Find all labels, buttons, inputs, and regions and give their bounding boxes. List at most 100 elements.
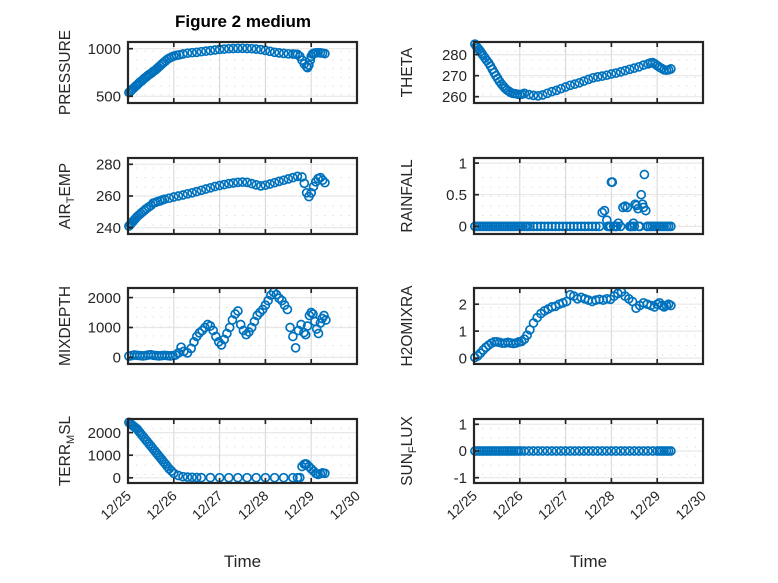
grid-dot <box>686 224 688 226</box>
grid-dot <box>136 224 138 226</box>
grid-dot <box>324 316 326 318</box>
grid-dot <box>168 307 170 308</box>
grid-dot <box>596 335 598 337</box>
grid-dot <box>555 437 557 439</box>
data-point <box>173 348 184 358</box>
grid-dot <box>662 354 664 356</box>
data-point <box>288 331 298 342</box>
data-point <box>168 192 179 202</box>
grid-dot <box>514 186 516 188</box>
data-point <box>320 177 330 188</box>
grid-dot <box>275 326 277 327</box>
data-point <box>308 181 319 192</box>
data-point <box>269 47 280 58</box>
grid-dot <box>653 205 655 207</box>
grid-dot <box>340 186 342 188</box>
grid-dot <box>160 85 162 87</box>
grid-dot <box>291 335 293 337</box>
grid-dot <box>482 428 484 430</box>
grid-dot <box>572 186 574 188</box>
grid-dot <box>258 68 260 70</box>
grid-dot <box>177 455 179 457</box>
grid-dot <box>572 473 574 475</box>
grid-dot <box>564 455 565 457</box>
grid-dot <box>653 354 655 356</box>
grid-dot <box>144 464 146 466</box>
grid-dot <box>307 307 309 308</box>
grid-dot <box>177 437 179 439</box>
grid-dot <box>629 215 631 216</box>
grid-dot <box>637 186 639 188</box>
grid-dot <box>694 335 696 337</box>
grid-dot <box>514 326 516 327</box>
grid-dot <box>258 167 260 169</box>
grid-dot <box>201 307 203 308</box>
grid-dot <box>670 335 672 337</box>
grid-dot <box>588 354 590 356</box>
grid-dot <box>637 437 639 439</box>
grid-dot <box>332 94 334 96</box>
grid-dot <box>250 464 252 466</box>
grid-dot <box>250 307 252 308</box>
grid-dot <box>250 85 252 87</box>
grid-dot <box>564 76 565 78</box>
grid-dot <box>177 167 179 169</box>
grid-dot <box>136 455 138 457</box>
grid-dot <box>144 167 146 169</box>
grid-dot <box>531 464 533 466</box>
grid-dot <box>168 167 170 169</box>
grid-dot <box>299 316 301 318</box>
data-point <box>569 79 580 89</box>
ytick-label: 1000 <box>88 320 121 337</box>
grid-dot <box>218 205 219 207</box>
grid-dot <box>678 316 680 318</box>
grid-dot <box>588 167 590 169</box>
grid-dot <box>340 455 342 457</box>
data-point <box>556 446 566 456</box>
data-point <box>579 76 589 86</box>
grid-dot <box>637 464 639 466</box>
grid-dot <box>662 428 664 430</box>
grid-dot <box>283 316 285 318</box>
grid-dot <box>678 335 680 337</box>
grid-dot <box>242 437 244 439</box>
grid-dot <box>316 224 318 226</box>
grid-dot <box>316 205 318 207</box>
grid-dot <box>547 76 549 78</box>
grid-dot <box>152 335 154 337</box>
axes-box <box>472 286 705 366</box>
grid-dot <box>348 335 350 337</box>
grid-dot <box>283 85 285 87</box>
grid-dot <box>177 215 179 216</box>
grid-dot <box>267 85 268 87</box>
grid-dot <box>275 94 277 96</box>
grid-dot <box>250 473 252 475</box>
grid-dot <box>514 167 516 169</box>
grid-dot <box>307 186 309 188</box>
data-point <box>233 43 243 54</box>
grid-dot <box>514 196 516 197</box>
grid-dot <box>275 224 277 226</box>
grid-dot <box>564 354 565 356</box>
grid-dot <box>498 437 500 439</box>
grid-dot <box>580 428 582 430</box>
grid-dot <box>482 186 484 188</box>
grid-dot <box>564 326 565 327</box>
grid-dot <box>291 186 293 188</box>
data-point <box>223 178 234 189</box>
grid-dot <box>136 446 138 448</box>
grid-dot <box>168 85 170 87</box>
data-point <box>556 83 566 94</box>
grid-dot <box>678 437 680 439</box>
grid-dot <box>539 167 541 169</box>
grid-dot <box>653 473 655 475</box>
grid-dot <box>226 307 228 308</box>
grid-dot <box>193 354 195 356</box>
grid-dot <box>670 316 672 318</box>
grid-dot <box>193 186 195 188</box>
grid-dot <box>152 316 154 318</box>
grid-dot <box>185 215 187 216</box>
grid-dot <box>168 50 170 52</box>
grid-dot <box>686 68 688 70</box>
grid-dot <box>694 224 696 226</box>
